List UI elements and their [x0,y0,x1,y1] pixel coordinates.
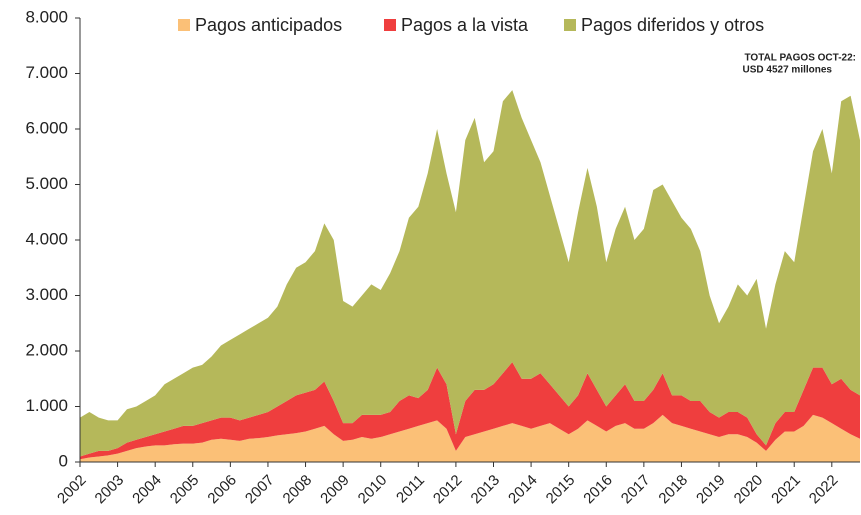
area [80,362,860,460]
x-tick-label: 2022 [806,472,842,508]
annotation: TOTAL PAGOS OCT-22: [745,53,857,64]
x-tick-label: 2007 [242,472,278,508]
y-tick-label: 1.000 [25,396,68,415]
x-tick-label: 2015 [543,472,579,508]
x-tick-label: 2010 [355,472,391,508]
x-tick-label: 2018 [655,472,691,508]
legend-swatch [564,19,576,31]
x-tick-label: 2016 [580,472,616,508]
y-tick-label: 7.000 [25,63,68,82]
y-tick-label: 8.000 [25,7,68,26]
x-tick-label: 2008 [280,472,316,508]
x-tick-label: 2020 [731,472,767,508]
legend-label: Pagos anticipados [195,15,342,35]
y-tick-label: 2.000 [25,340,68,359]
legend-label: Pagos diferidos y otros [581,15,764,35]
x-tick-label: 2004 [129,472,165,508]
area [80,90,860,457]
x-tick-label: 2012 [430,472,466,508]
legend-swatch [178,19,190,31]
x-tick-label: 2002 [54,472,90,508]
legend-label: Pagos a la vista [401,15,529,35]
y-tick-label: 4.000 [25,229,68,248]
annotation: USD 4527 millones [743,65,833,76]
y-tick-label: 3.000 [25,285,68,304]
y-tick-label: 6.000 [25,118,68,137]
x-tick-label: 2003 [92,472,128,508]
legend-swatch [384,19,396,31]
area [80,414,860,462]
x-tick-label: 2021 [768,472,804,508]
x-tick-label: 2019 [693,472,729,508]
x-tick-label: 2013 [468,472,504,508]
y-tick-label: 5.000 [25,174,68,193]
x-tick-label: 2017 [618,472,654,508]
x-tick-label: 2014 [505,472,541,508]
x-tick-label: 2011 [393,472,428,507]
y-tick-label: 0 [59,451,68,470]
x-tick-label: 2005 [167,472,203,508]
x-tick-label: 2006 [204,472,240,508]
x-tick-label: 2009 [317,472,353,508]
